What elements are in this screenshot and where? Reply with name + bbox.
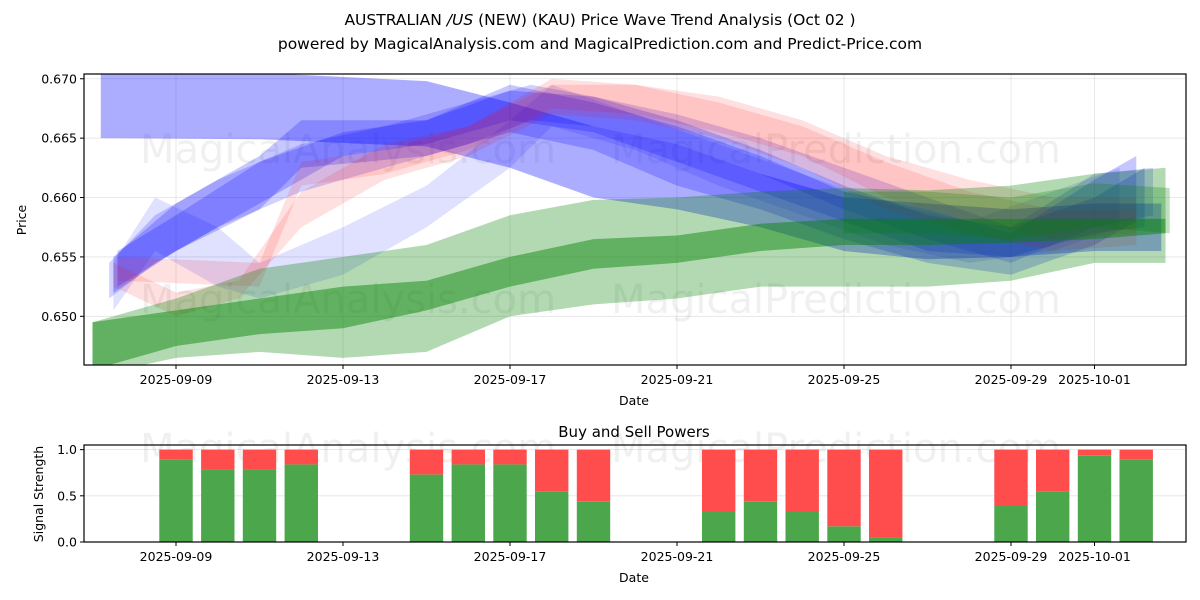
band-blue-wide-top: [100, 74, 1162, 260]
sell-bar: [827, 449, 861, 527]
main-axes-frame: [83, 73, 1187, 366]
bar-x-tick-label: 2025-09-25: [808, 549, 881, 564]
main-x-tick-label: 2025-10-01: [1058, 372, 1131, 387]
sell-bar: [869, 449, 903, 538]
sell-bar: [1119, 449, 1153, 460]
buy-bar: [451, 464, 485, 542]
bar-x-tick-label: 2025-09-29: [975, 549, 1048, 564]
band-blue-faint-1: [113, 84, 1120, 311]
main-bands: [92, 74, 1170, 365]
watermark-text: MagicalPrediction.com: [611, 277, 1061, 323]
main-y-axis-label: Price: [14, 204, 29, 235]
bar-y-axis-label: Signal Strength: [31, 446, 46, 542]
main-x-tick-label: 2025-09-25: [808, 372, 881, 387]
sell-bar: [201, 449, 235, 470]
buy-bar: [201, 469, 235, 542]
sell-bar: [743, 449, 778, 502]
sell-bar: [535, 449, 569, 492]
title-prefix: AUSTRALIAN: [344, 11, 447, 29]
main-x-ticks: 2025-09-09 2025-09-13 2025-09-17 2025-09-21…: [140, 365, 1131, 387]
sell-bar: [284, 449, 318, 465]
sell-bar: [493, 449, 527, 465]
bar-y-tick-label: 0.0: [57, 535, 77, 550]
main-x-axis-label: Date: [619, 393, 649, 408]
sell-bar: [1036, 449, 1070, 492]
band-green-upper: [844, 183, 1170, 240]
main-x-tick-label: 2025-09-21: [641, 372, 714, 387]
main-x-tick-label: 2025-09-17: [474, 372, 547, 387]
band-pink-2: [117, 78, 1137, 287]
bars: [159, 449, 1153, 542]
watermark-text: MagicalPrediction.com: [611, 127, 1061, 173]
band-green-core: [92, 218, 1166, 365]
main-y-tick-label: 0.665: [41, 131, 77, 146]
buy-bar: [785, 511, 819, 542]
bar-y-tick-label: 0.5: [57, 488, 77, 503]
buy-bar: [409, 474, 444, 542]
sell-bar: [451, 449, 485, 465]
buy-bar: [869, 537, 903, 542]
watermark-text: MagicalAnalysis.com: [140, 127, 556, 173]
buy-bar: [743, 501, 778, 542]
bar-y-tick-label: 1.0: [57, 442, 77, 457]
band-blue-trend-1: [113, 84, 1137, 293]
buy-bar: [994, 506, 1028, 542]
bar-x-tick-label: 2025-09-13: [307, 549, 380, 564]
buy-bar: [159, 459, 193, 542]
title-suffix: (NEW) (KAU) Price Wave Trend Analysis (O…: [473, 11, 856, 29]
buy-bar: [827, 526, 861, 542]
main-y-tick-label: 0.650: [41, 309, 77, 324]
sell-bar: [702, 449, 736, 512]
bar-x-ticks: 2025-09-09 2025-09-13 2025-09-17 2025-09-21…: [140, 542, 1131, 564]
band-pink-1: [113, 84, 1137, 317]
buy-bar: [493, 464, 527, 542]
bar-chart-title: Buy and Sell Powers: [558, 423, 710, 441]
bar-y-ticks: 0.0 0.5 1.0: [57, 442, 84, 550]
band-green-wide: [92, 167, 1166, 365]
buy-bar: [1077, 455, 1112, 542]
bar-x-tick-label: 2025-09-17: [474, 549, 547, 564]
main-watermarks: MagicalAnalysis.com MagicalPrediction.com…: [140, 127, 1061, 323]
sell-bar: [994, 449, 1028, 506]
buy-bar: [1119, 459, 1153, 542]
chart-title: AUSTRALIAN /US (NEW) (KAU) Price Wave Tr…: [0, 11, 1200, 29]
buy-bar: [576, 501, 611, 542]
main-gridlines: [84, 74, 1186, 365]
sell-bar: [242, 449, 277, 470]
band-blue-trend-2: [117, 90, 1145, 287]
bar-x-tick-label: 2025-09-21: [641, 549, 714, 564]
main-x-tick-label: 2025-09-09: [140, 372, 213, 387]
buy-bar: [535, 491, 569, 542]
watermark-text: MagicalAnalysis.com: [140, 277, 556, 323]
sell-bar: [1077, 449, 1112, 456]
main-x-tick-label: 2025-09-29: [975, 372, 1048, 387]
main-x-tick-label: 2025-09-13: [307, 372, 380, 387]
main-y-tick-label: 0.670: [41, 71, 77, 86]
buy-bar: [242, 469, 277, 542]
sell-bar: [159, 449, 193, 460]
bar-x-tick-label: 2025-10-01: [1058, 549, 1131, 564]
band-blue-trend-3: [109, 84, 1154, 299]
bar-x-axis-label: Date: [619, 570, 649, 585]
sell-bar: [409, 449, 444, 475]
main-y-tick-label: 0.655: [41, 249, 77, 264]
main-y-tick-label: 0.660: [41, 190, 77, 205]
buy-bar: [702, 511, 736, 542]
sell-bar: [576, 449, 611, 502]
title-italic: /US: [446, 11, 474, 29]
bar-x-tick-label: 2025-09-09: [140, 549, 213, 564]
buy-bar: [1036, 491, 1070, 542]
main-y-ticks: 0.650 0.655 0.660 0.665 0.670: [41, 71, 84, 324]
bar-axes-frame: [83, 444, 1187, 543]
chart-subtitle: powered by MagicalAnalysis.com and Magic…: [277, 35, 923, 53]
buy-bar: [284, 464, 318, 542]
sell-bar: [785, 449, 819, 512]
